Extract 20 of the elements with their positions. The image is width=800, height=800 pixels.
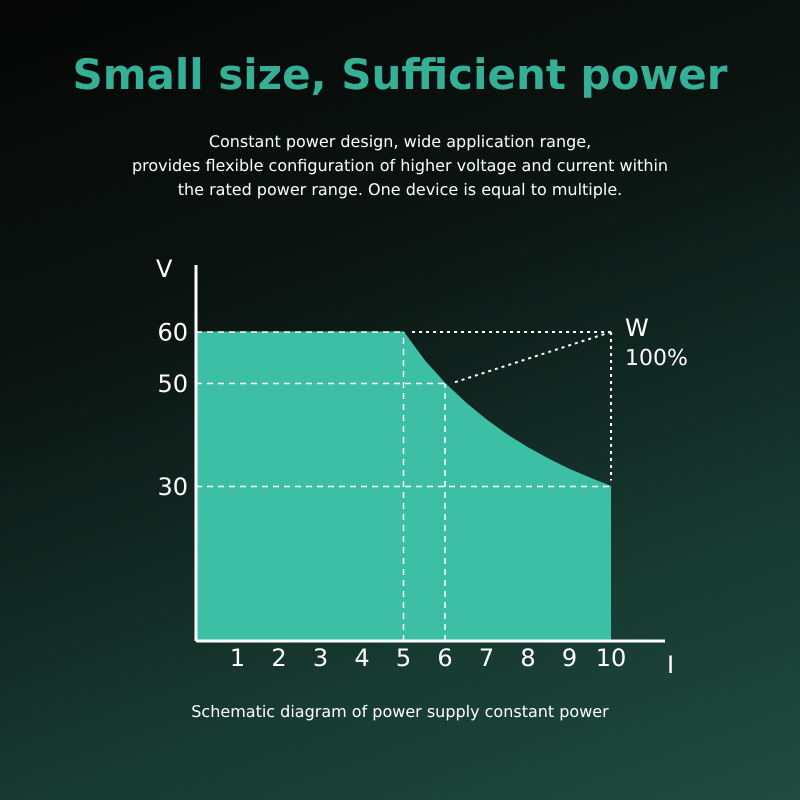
chart-title: Small size, Sufficient power — [72, 50, 728, 99]
x-tick-label: 6 — [437, 644, 453, 672]
x-tick-label: 10 — [596, 644, 626, 672]
chart-subtitle: Constant power design, wide application range, provides flexible configuration of higher voltage and current within the rated power range. One device is equal to multiple. — [130, 131, 670, 201]
y-tick-label: 30 — [157, 473, 188, 501]
x-tick-label: 4 — [354, 644, 370, 672]
y-tick-label: 50 — [157, 370, 188, 398]
text: Schematic diagram of power supply constant power — [190, 702, 610, 721]
x-tick-label: 3 — [312, 644, 328, 672]
x-axis-title: I — [667, 651, 674, 679]
annotation: 100% — [625, 346, 688, 371]
x-tick-label: 2 — [271, 644, 287, 672]
x-tick-label: 7 — [478, 644, 494, 672]
annotation: W — [625, 314, 649, 342]
x-tick-label: 1 — [230, 644, 246, 672]
x-tick-label: 5 — [396, 644, 412, 672]
x-tick-label: 9 — [562, 644, 578, 672]
y-axis-title: V — [156, 255, 172, 283]
x-tick-label: 8 — [520, 644, 536, 672]
y-tick-label: 60 — [157, 318, 188, 346]
